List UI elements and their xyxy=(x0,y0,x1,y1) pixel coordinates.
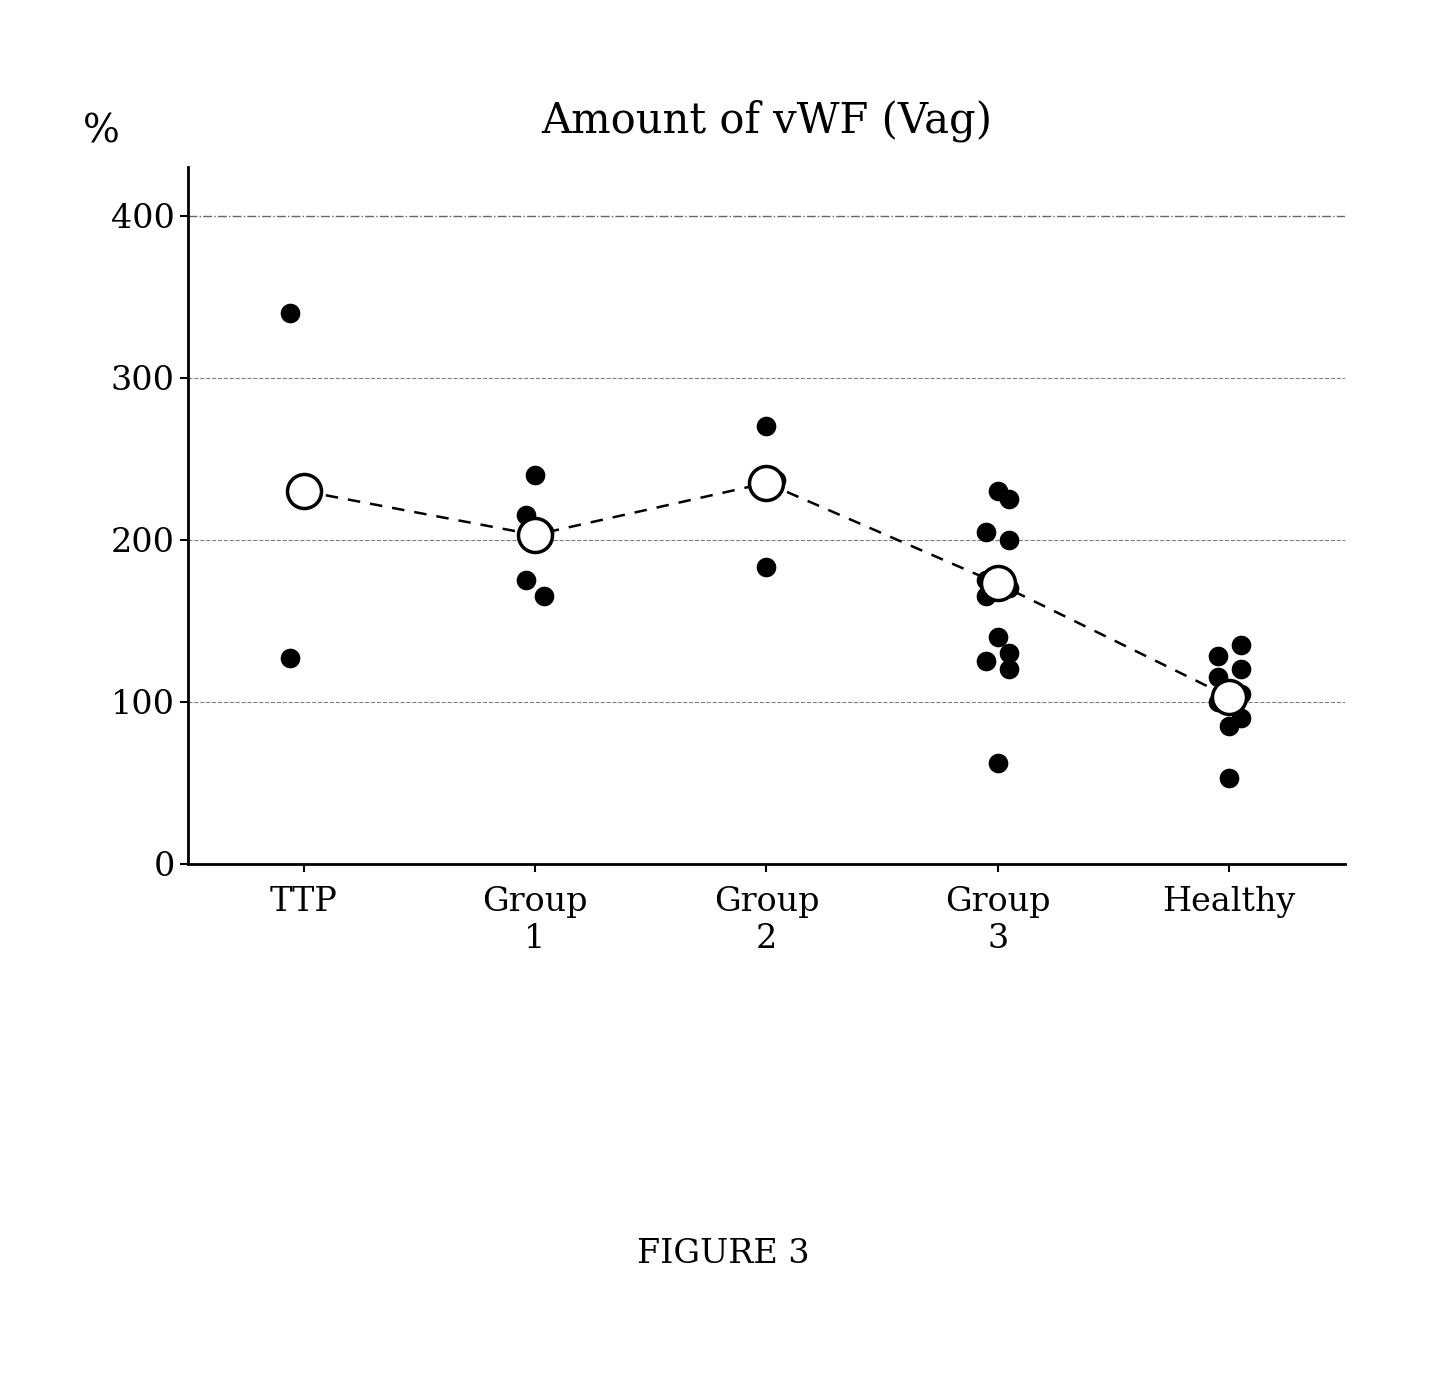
Point xyxy=(1229,657,1252,680)
Point xyxy=(1229,706,1252,729)
Point xyxy=(975,585,998,607)
Point xyxy=(998,657,1021,680)
Point xyxy=(523,524,547,546)
Point xyxy=(1218,766,1241,788)
Point xyxy=(975,521,998,543)
Point xyxy=(515,570,538,592)
Point xyxy=(998,642,1021,664)
Point xyxy=(998,577,1021,599)
Point xyxy=(755,415,778,437)
Point xyxy=(1206,691,1229,713)
Point xyxy=(975,570,998,592)
Point xyxy=(292,481,315,503)
Point xyxy=(1229,683,1252,705)
Point xyxy=(1206,666,1229,688)
Point xyxy=(986,573,1009,595)
Point xyxy=(755,556,778,578)
Point xyxy=(523,528,547,550)
Point xyxy=(523,464,547,486)
Point xyxy=(278,302,301,325)
Point xyxy=(986,481,1009,503)
Point xyxy=(998,488,1021,510)
Text: %: % xyxy=(82,114,120,150)
Title: Amount of vWF (Vag): Amount of vWF (Vag) xyxy=(541,99,992,142)
Point xyxy=(1206,645,1229,667)
Point xyxy=(755,472,778,495)
Point xyxy=(986,752,1009,775)
Point xyxy=(278,646,301,669)
Point xyxy=(1218,685,1241,708)
Point xyxy=(532,585,555,607)
Point xyxy=(763,468,787,490)
Point xyxy=(515,504,538,527)
Point xyxy=(532,521,555,543)
Text: FIGURE 3: FIGURE 3 xyxy=(636,1238,810,1269)
Point xyxy=(975,651,998,673)
Point xyxy=(998,528,1021,550)
Point xyxy=(1229,634,1252,656)
Point xyxy=(1218,715,1241,737)
Point xyxy=(986,625,1009,648)
